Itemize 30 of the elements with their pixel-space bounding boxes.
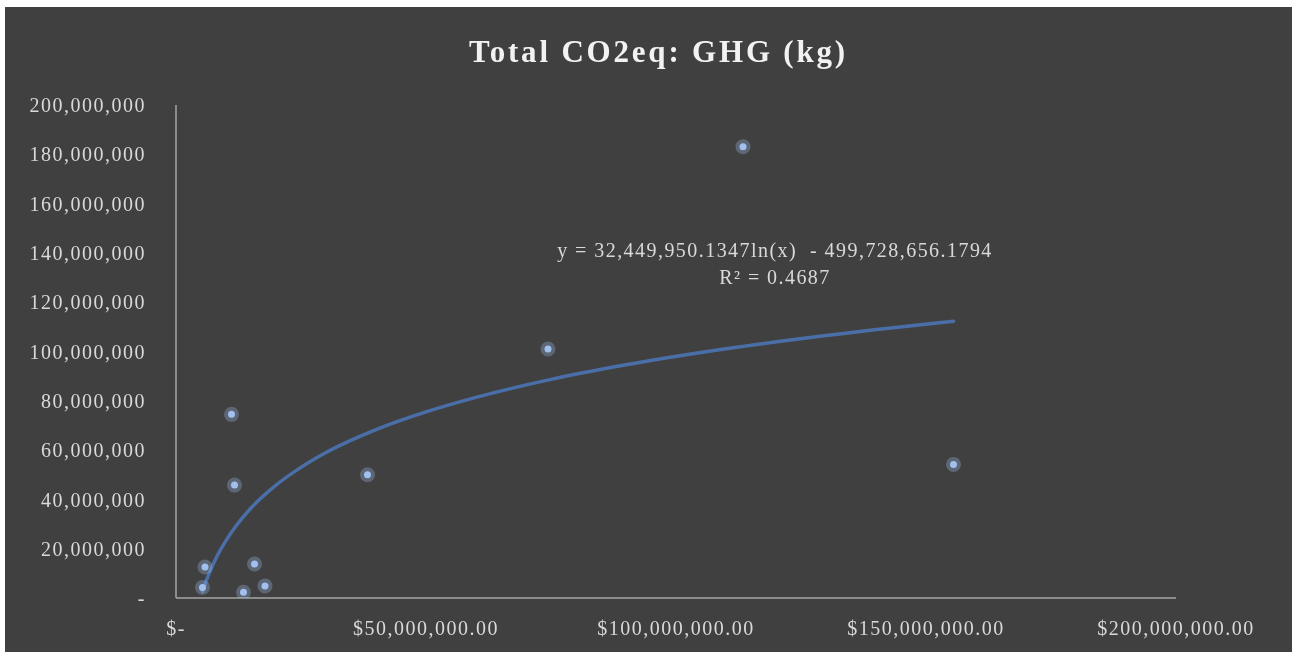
- point: [946, 456, 961, 472]
- x-tick-label: $100,000,000.00: [597, 617, 755, 640]
- y-tick-label: 160,000,000: [29, 192, 146, 215]
- x-tick-label: $150,000,000.00: [847, 617, 1005, 640]
- point: [247, 556, 262, 572]
- x-tick-label: $-: [166, 617, 186, 640]
- x-tick-label: $200,000,000.00: [1097, 617, 1255, 640]
- x-tick-label: $50,000,000.00: [353, 617, 499, 640]
- point: [197, 559, 213, 575]
- point: [360, 467, 375, 483]
- y-tick-label: 120,000,000: [29, 291, 146, 314]
- point: [540, 341, 556, 357]
- y-tick-label: 100,000,000: [29, 340, 146, 363]
- point: [227, 477, 242, 493]
- y-tick-label: 40,000,000: [41, 488, 146, 511]
- y-tick-label: 180,000,000: [29, 143, 146, 166]
- y-tick-label: 200,000,000: [29, 94, 146, 117]
- y-tick-label: 60,000,000: [41, 439, 146, 462]
- point: [257, 578, 273, 594]
- chart-title: Total CO2eq: GHG (kg): [468, 34, 849, 70]
- y-tick-label: 80,000,000: [41, 389, 146, 412]
- annotation: y = 32,449,950.1347ln(x) - 499,728,656.1794: [556, 238, 994, 264]
- point: [195, 579, 210, 595]
- point: [236, 584, 251, 598]
- point: [224, 406, 239, 422]
- y-tick-label: 20,000,000: [41, 537, 146, 560]
- point: [735, 139, 751, 155]
- y-tick-label: 140,000,000: [29, 242, 146, 264]
- annotation: R² = 0.4687: [718, 265, 832, 290]
- y-tick-label: -: [137, 587, 146, 610]
